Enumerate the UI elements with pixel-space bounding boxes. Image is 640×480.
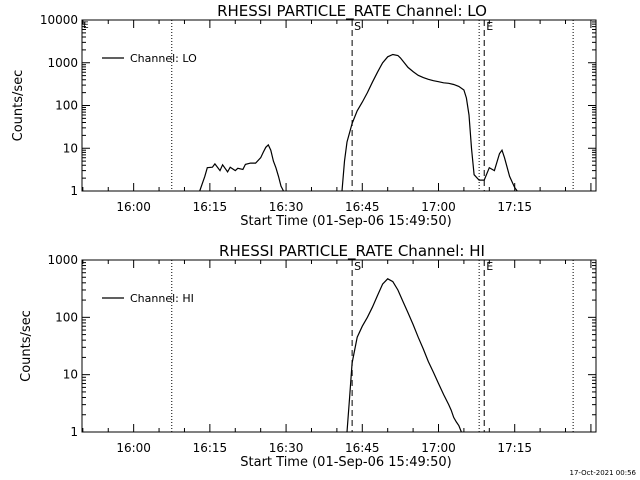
chart-2-series-line	[346, 278, 462, 433]
chart-1-y-tick-label: 1	[70, 184, 78, 198]
chart-2-title: RHESSI PARTICLE_RATE Channel: HI	[219, 242, 485, 261]
chart-2-x-tick-label: 17:15	[497, 441, 532, 455]
chart-2-y-tick-label: 10	[63, 368, 78, 382]
chart-1-y-tick-label: 10	[63, 141, 78, 155]
chart-1-x-tick-label: 16:30	[269, 200, 304, 214]
chart-2-x-axis-label: Start Time (01-Sep-06 15:49:50)	[240, 455, 451, 470]
chart-2-y-tick-label: 100	[55, 310, 78, 324]
chart-2-y-tick-label: 1	[70, 425, 78, 439]
chart-2-plot-frame	[81, 259, 597, 433]
chart-2-x-tick-label: 16:30	[269, 441, 304, 455]
chart-2-marker-label: S	[354, 260, 361, 273]
chart-1-marker-label: E	[486, 20, 493, 33]
chart-1-legend-label: Channel: LO	[130, 52, 197, 65]
chart-1-left-edge-mark: E	[83, 21, 89, 31]
chart-2-y-tick-label: 1000	[47, 253, 78, 267]
chart-1-title: RHESSI PARTICLE_RATE Channel: LO	[217, 2, 487, 21]
chart-2-x-tick-label: 16:15	[193, 441, 228, 455]
chart-1-x-tick-label: 16:45	[345, 200, 380, 214]
chart-2-x-tick-label: 16:45	[345, 441, 380, 455]
chart-1-x-tick-label: 17:00	[421, 200, 456, 214]
chart-2-x-tick-label: 17:00	[421, 441, 456, 455]
footer-timestamp: 17-Oct-2021 00:56	[570, 469, 637, 477]
chart-1-x-axis-label: Start Time (01-Sep-06 15:49:50)	[240, 214, 451, 229]
chart-1-y-tick-label: 100	[55, 99, 78, 113]
chart-1-x-tick-label: 17:15	[497, 200, 532, 214]
chart-2-x-tick-label: 16:00	[116, 441, 151, 455]
chart-2-marker-label: E	[486, 260, 493, 273]
chart-1-series-line	[341, 53, 518, 192]
chart-2-legend-label: Channel: HI	[130, 292, 194, 305]
chart-1-series-line	[199, 143, 285, 192]
chart-1-x-tick-label: 16:15	[193, 200, 228, 214]
chart-1-y-axis-label: Counts/sec	[11, 70, 26, 142]
chart-2-y-axis-label: Counts/sec	[19, 310, 34, 382]
chart-1-y-tick-label: 1000	[47, 56, 78, 70]
chart-1-y-tick-label: 10000	[40, 13, 78, 27]
chart-1-marker-label: S	[354, 20, 361, 33]
chart-1-x-tick-label: 16:00	[116, 200, 151, 214]
